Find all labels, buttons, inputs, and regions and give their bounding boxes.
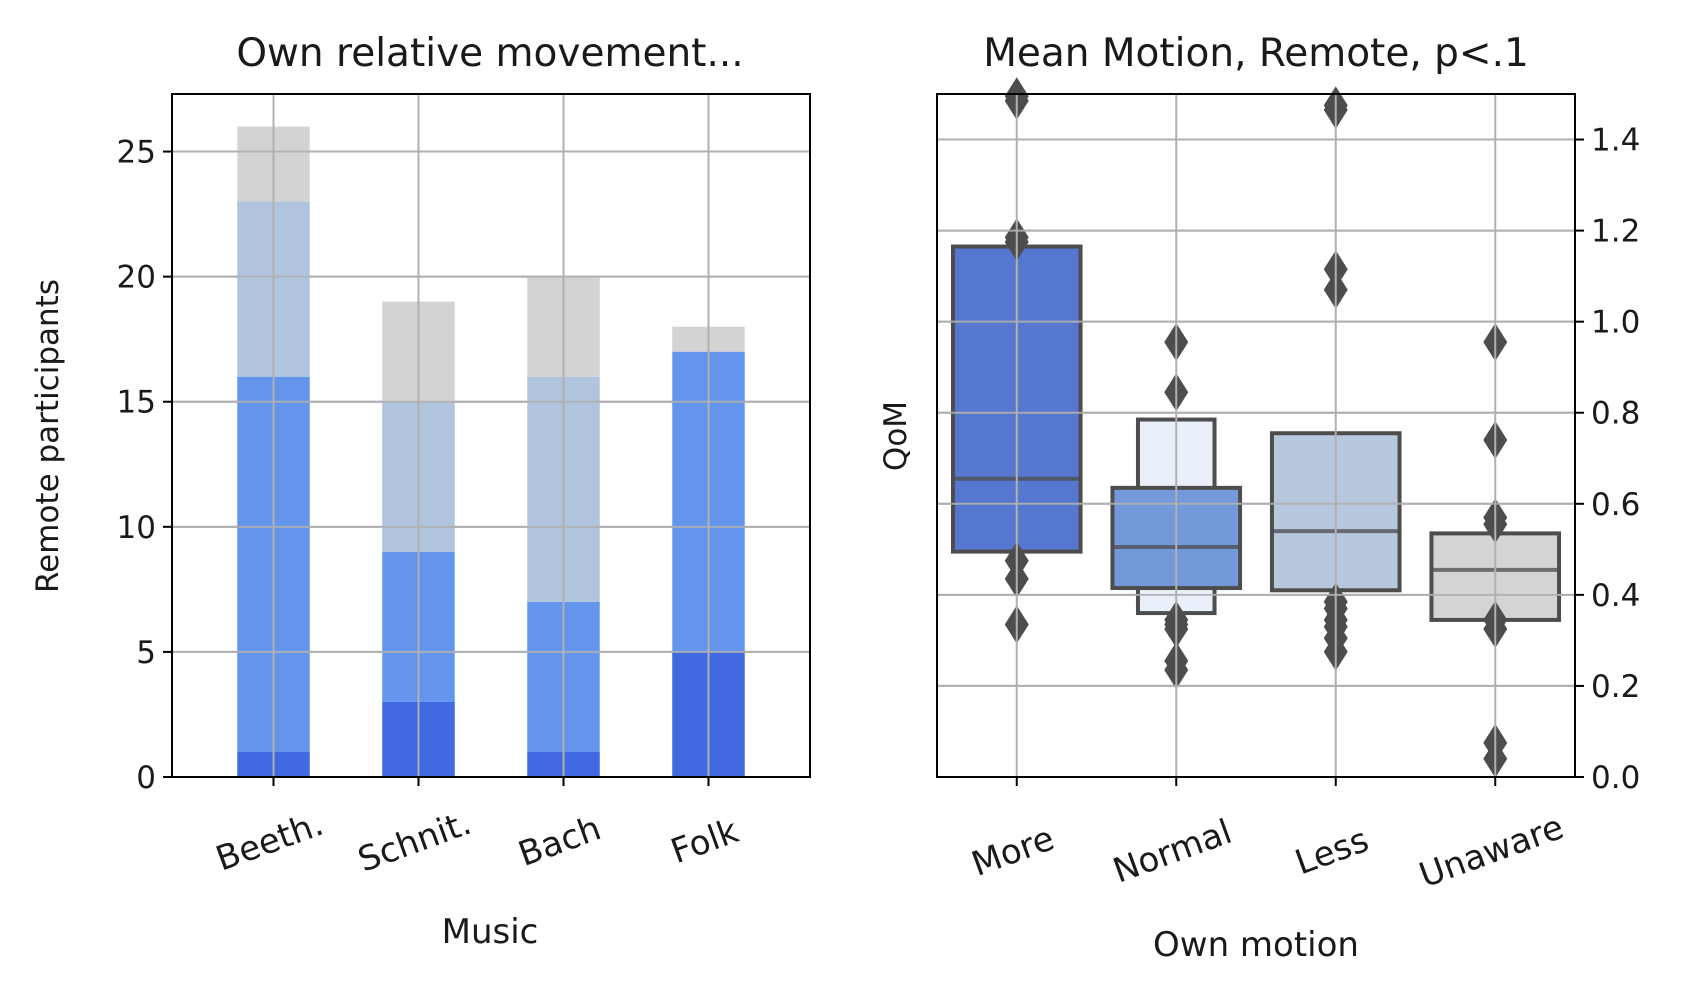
left-x-axis-label: Music [442, 912, 539, 952]
left-chart-title: Own relative movement... [236, 31, 743, 76]
right-y-tick-label: 0.0 [1591, 760, 1640, 796]
right-y-tick-label: 0.4 [1591, 578, 1640, 614]
right-y-tick-label: 1.4 [1591, 123, 1640, 159]
left-y-tick-label: 25 [117, 135, 156, 171]
right-y-ticks: 0.0 0.2 0.4 0.6 0.8 1.0 1.2 1.4 [1575, 123, 1640, 796]
left-y-tick-label: 10 [117, 510, 156, 546]
right-y-axis-label: QoM [878, 401, 914, 471]
right-y-tick-label: 1.2 [1591, 214, 1640, 250]
boxen-chart: Mean Motion, Remote, p<.1 0.00.20.40.60.… [878, 31, 1640, 965]
left-y-ticks: 0 5 10 15 20 25 [117, 135, 172, 796]
left-y-axis-label: Remote participants [30, 279, 66, 593]
left-plot-frame [171, 93, 811, 778]
left-y-tick-label: 5 [136, 635, 156, 671]
right-chart-title: Mean Motion, Remote, p<.1 [983, 31, 1529, 76]
right-x-axis-label: Own motion [1153, 925, 1359, 965]
right-y-tick-label: 0.8 [1591, 396, 1640, 432]
left-y-tick-label: 0 [136, 760, 156, 796]
right-y-tick-label: 0.6 [1591, 487, 1640, 523]
left-y-tick-label: 15 [117, 385, 156, 421]
right-boxes [937, 77, 1575, 778]
right-y-tick-label: 0.2 [1591, 669, 1640, 705]
left-bars [172, 94, 810, 778]
left-y-tick-label: 20 [117, 260, 156, 296]
right-plot-frame [936, 93, 1576, 778]
right-y-tick-label: 1.0 [1591, 305, 1640, 341]
